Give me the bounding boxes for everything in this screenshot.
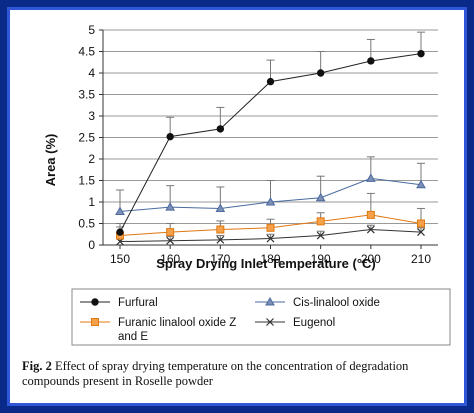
data-point (315, 192, 326, 202)
data-point-stroke (266, 234, 275, 243)
data-point (417, 219, 425, 228)
data-point (316, 231, 325, 240)
series-layer (115, 31, 426, 246)
x-tick-label: 180 (260, 252, 280, 266)
x-axis-label: Spray Drying Inlet Temperature (°C) (156, 256, 376, 271)
data-point (216, 125, 225, 133)
data-point (165, 202, 176, 211)
data-point (265, 196, 276, 206)
data-point (166, 228, 175, 237)
data-point-stroke (166, 236, 175, 245)
data-point (316, 69, 325, 77)
grid-lines (103, 29, 438, 224)
series-0 (116, 31, 425, 236)
data-point (366, 225, 375, 234)
legend-label: and E (118, 331, 148, 343)
data-point-stroke (266, 318, 274, 326)
y-tick-label: 3.5 (78, 88, 95, 102)
y-axis-label: Area (%) (43, 134, 58, 187)
data-point (116, 228, 124, 236)
legend-label: Furfural (118, 297, 158, 309)
data-point (266, 223, 275, 232)
data-point (367, 57, 375, 65)
y-tick-label: 5 (88, 23, 95, 37)
x-tick-label: 190 (311, 252, 331, 266)
y-tick-label: 3 (88, 109, 95, 123)
data-point (365, 173, 376, 182)
data-point (166, 132, 174, 141)
series-3 (116, 224, 425, 246)
legend-label: Cis-linalool oxide (293, 297, 380, 309)
data-point (91, 318, 99, 326)
data-point (166, 236, 175, 245)
legend-label: Furanic linalool oxide Z (118, 317, 236, 329)
legend: Furfural Cis-linalool oxide Furanic linalo… (71, 288, 451, 346)
y-tick-label: 0 (88, 238, 95, 252)
x-tick-label: 150 (110, 252, 130, 266)
data-point (417, 49, 425, 58)
y-tick-label: 2.5 (78, 131, 95, 145)
data-point-stroke (366, 225, 375, 234)
y-tick-label: 4 (88, 66, 95, 80)
data-point (417, 228, 425, 237)
legend-item: Eugenol (255, 317, 335, 329)
data-point (416, 179, 426, 189)
x-tick-labels: 150 160 170 180 190 200 210 (110, 252, 431, 266)
y-tick-label: 4.5 (78, 45, 95, 59)
series-1 (115, 156, 426, 215)
data-point (265, 296, 275, 306)
legend-item: Furanic linalool oxide Z and E (80, 317, 236, 343)
data-point (91, 298, 99, 306)
x-tick-label: 200 (361, 252, 381, 266)
legend-label: Eugenol (293, 317, 335, 329)
data-point-stroke (216, 235, 225, 244)
data-point (266, 318, 274, 326)
axes (99, 29, 438, 249)
caption-label: Fig. 2 (22, 359, 52, 373)
data-point (366, 210, 375, 219)
y-tick-labels: 0 0.5 1 1.5 2 2.5 3 3.5 4 4.5 5 (78, 23, 95, 252)
data-point-stroke (417, 228, 425, 237)
figure-caption: Fig. 2 Effect of spray drying temperatur… (22, 359, 452, 389)
data-point (115, 206, 125, 215)
data-point-stroke (316, 231, 325, 240)
y-tick-label: 0.5 (78, 217, 95, 231)
data-point (266, 234, 275, 243)
legend-item: Furfural (80, 297, 158, 309)
y-tick-label: 1.5 (78, 174, 95, 188)
legend-item: Cis-linalool oxide (255, 296, 380, 309)
data-point (216, 235, 225, 244)
x-tick-label: 210 (411, 252, 431, 266)
x-tick-label: 170 (210, 252, 230, 266)
data-point (215, 203, 226, 212)
data-point (266, 77, 275, 86)
data-point (316, 217, 325, 226)
y-tick-label: 2 (88, 152, 95, 166)
data-point (216, 225, 225, 234)
y-tick-label: 1 (88, 195, 95, 209)
x-tick-label: 160 (160, 252, 180, 266)
caption-text: Effect of spray drying temperature on th… (22, 359, 409, 388)
legend-box (71, 288, 451, 346)
